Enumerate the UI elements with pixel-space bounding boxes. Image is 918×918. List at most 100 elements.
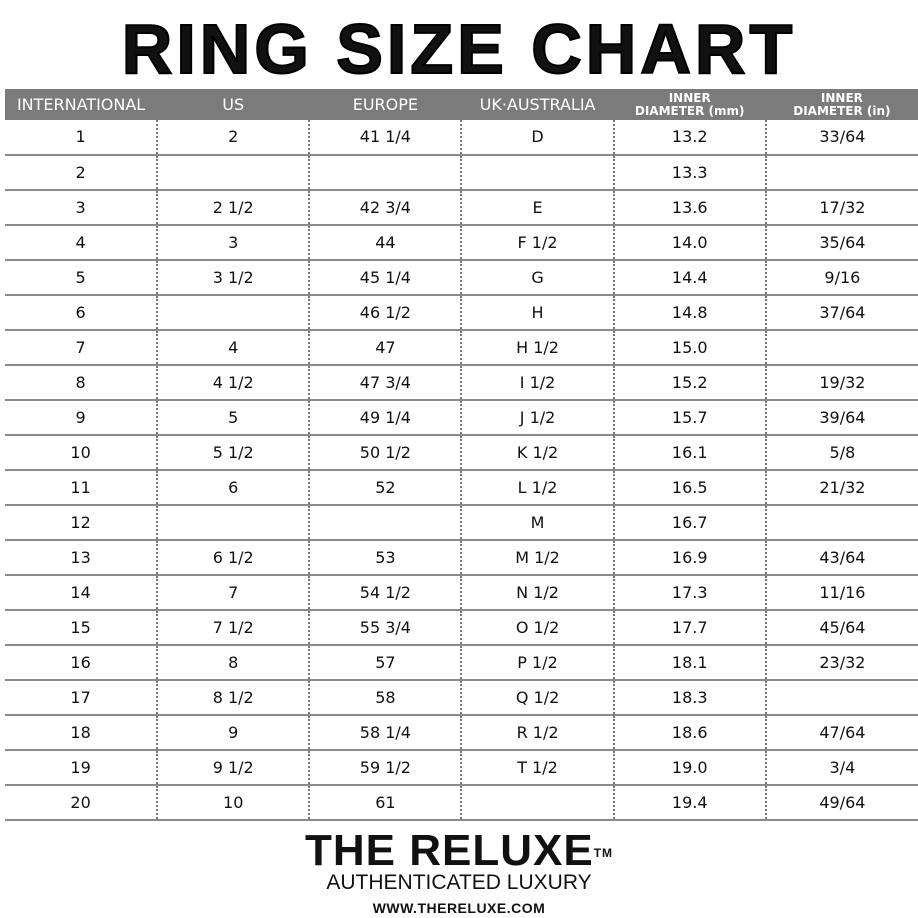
table-cell: 49 1/4 bbox=[308, 400, 462, 436]
table-cell: 8 bbox=[5, 365, 158, 401]
table-cell: 3 bbox=[5, 190, 158, 226]
table-cell: 5 bbox=[5, 260, 158, 296]
table-cell: 3/4 bbox=[764, 750, 918, 786]
table-cell: 10 bbox=[156, 785, 310, 821]
table-cell: 39/64 bbox=[764, 400, 918, 436]
brand-text: THE RELUXE bbox=[304, 826, 594, 875]
table-cell: 41 1/4 bbox=[308, 120, 462, 156]
table-cell: N 1/2 bbox=[460, 575, 614, 611]
table-header-row: INTERNATIONAL US EUROPE UK·AUSTRALIA INN… bbox=[5, 89, 918, 120]
table-cell: 3 bbox=[156, 225, 310, 261]
table-cell: 44 bbox=[308, 225, 462, 261]
table-cell: 47/64 bbox=[764, 715, 918, 751]
table-row: 12 M 16.7 bbox=[5, 505, 918, 541]
header-line: INNER bbox=[668, 90, 711, 105]
table-cell: 17/32 bbox=[764, 190, 918, 226]
table-cell: 42 3/4 bbox=[308, 190, 462, 226]
table-cell: 43/64 bbox=[764, 540, 918, 576]
header-inner-diameter-in: INNER DIAMETER (in) bbox=[765, 89, 918, 120]
table-cell: 33/64 bbox=[764, 120, 918, 156]
table-cell: K 1/2 bbox=[460, 435, 614, 471]
table-cell: 17.3 bbox=[612, 575, 766, 611]
trademark: TM bbox=[593, 846, 614, 860]
table-cell: 17 bbox=[5, 680, 158, 716]
table-cell: 11/16 bbox=[764, 575, 918, 611]
table-cell: 19.0 bbox=[612, 750, 766, 786]
table-cell: 8 1/2 bbox=[156, 680, 310, 716]
table-cell: 35/64 bbox=[764, 225, 918, 261]
table-cell: 14.8 bbox=[612, 295, 766, 331]
table-cell bbox=[308, 155, 462, 191]
table-cell: 50 1/2 bbox=[308, 435, 462, 471]
table-cell bbox=[764, 680, 918, 716]
table-cell: 16 bbox=[5, 645, 158, 681]
table-row: 10 5 1/2 50 1/2 K 1/2 16.1 5/8 bbox=[5, 435, 918, 471]
table-cell bbox=[156, 295, 310, 331]
table-cell: 15.2 bbox=[612, 365, 766, 401]
table-cell: H bbox=[460, 295, 614, 331]
header-europe: EUROPE bbox=[309, 89, 462, 120]
table-cell: 15 bbox=[5, 610, 158, 646]
header-international: INTERNATIONAL bbox=[5, 89, 158, 120]
table-cell: 19.4 bbox=[612, 785, 766, 821]
website-url: WWW.THERELUXE.COM bbox=[372, 900, 546, 916]
table-cell: 7 bbox=[5, 330, 158, 366]
table-cell: 21/32 bbox=[764, 470, 918, 506]
table-cell: 5 1/2 bbox=[156, 435, 310, 471]
header-us: US bbox=[157, 89, 310, 120]
table-cell: O 1/2 bbox=[460, 610, 614, 646]
table-cell: 4 bbox=[5, 225, 158, 261]
table-cell: 59 1/2 bbox=[308, 750, 462, 786]
table-cell: D bbox=[460, 120, 614, 156]
table-row: 2 13.3 bbox=[5, 155, 918, 191]
table-cell: 45 1/4 bbox=[308, 260, 462, 296]
table-cell: G bbox=[460, 260, 614, 296]
table-cell: 13.6 bbox=[612, 190, 766, 226]
table-cell bbox=[460, 785, 614, 821]
table-cell: 8 bbox=[156, 645, 310, 681]
table-cell bbox=[764, 155, 918, 191]
table-cell: J 1/2 bbox=[460, 400, 614, 436]
table-cell: 18.1 bbox=[612, 645, 766, 681]
brand-name: THE RELUXETM bbox=[0, 829, 918, 873]
table-cell: 23/32 bbox=[764, 645, 918, 681]
table-cell: 18.3 bbox=[612, 680, 766, 716]
table-cell: 61 bbox=[308, 785, 462, 821]
brand-tagline: AUTHENTICATED LUXURY bbox=[326, 871, 592, 894]
header-line: DIAMETER (mm) bbox=[634, 103, 745, 118]
table-cell: 19/32 bbox=[764, 365, 918, 401]
table-cell: 19 bbox=[5, 750, 158, 786]
table-row: 19 9 1/2 59 1/2 T 1/2 19.0 3/4 bbox=[5, 750, 918, 786]
table-cell: 11 bbox=[5, 470, 158, 506]
table-cell: 5 bbox=[156, 400, 310, 436]
table-cell: 58 1/4 bbox=[308, 715, 462, 751]
table-cell: M bbox=[460, 505, 614, 541]
ring-size-table: INTERNATIONAL US EUROPE UK·AUSTRALIA INN… bbox=[5, 89, 918, 821]
table-cell: Q 1/2 bbox=[460, 680, 614, 716]
table-cell: 12 bbox=[5, 505, 158, 541]
table-cell: 58 bbox=[308, 680, 462, 716]
table-cell: 14.0 bbox=[612, 225, 766, 261]
table-row: 7 4 47 H 1/2 15.0 bbox=[5, 330, 918, 366]
table-cell: 47 3/4 bbox=[308, 365, 462, 401]
header-uk-australia: UK·AUSTRALIA bbox=[461, 89, 614, 120]
header-line: INNER bbox=[820, 90, 863, 105]
table-cell: 16.7 bbox=[612, 505, 766, 541]
table-cell: 2 bbox=[5, 155, 158, 191]
table-cell bbox=[308, 505, 462, 541]
table-cell: 15.0 bbox=[612, 330, 766, 366]
table-cell: 17.7 bbox=[612, 610, 766, 646]
table-cell: 47 bbox=[308, 330, 462, 366]
table-cell: P 1/2 bbox=[460, 645, 614, 681]
table-cell: I 1/2 bbox=[460, 365, 614, 401]
table-cell: 14.4 bbox=[612, 260, 766, 296]
table-cell: 55 3/4 bbox=[308, 610, 462, 646]
table-row: 15 7 1/2 55 3/4 O 1/2 17.7 45/64 bbox=[5, 610, 918, 646]
table-cell: 9 1/2 bbox=[156, 750, 310, 786]
table-cell: 54 1/2 bbox=[308, 575, 462, 611]
table-cell: 16.5 bbox=[612, 470, 766, 506]
table-cell: 46 1/2 bbox=[308, 295, 462, 331]
